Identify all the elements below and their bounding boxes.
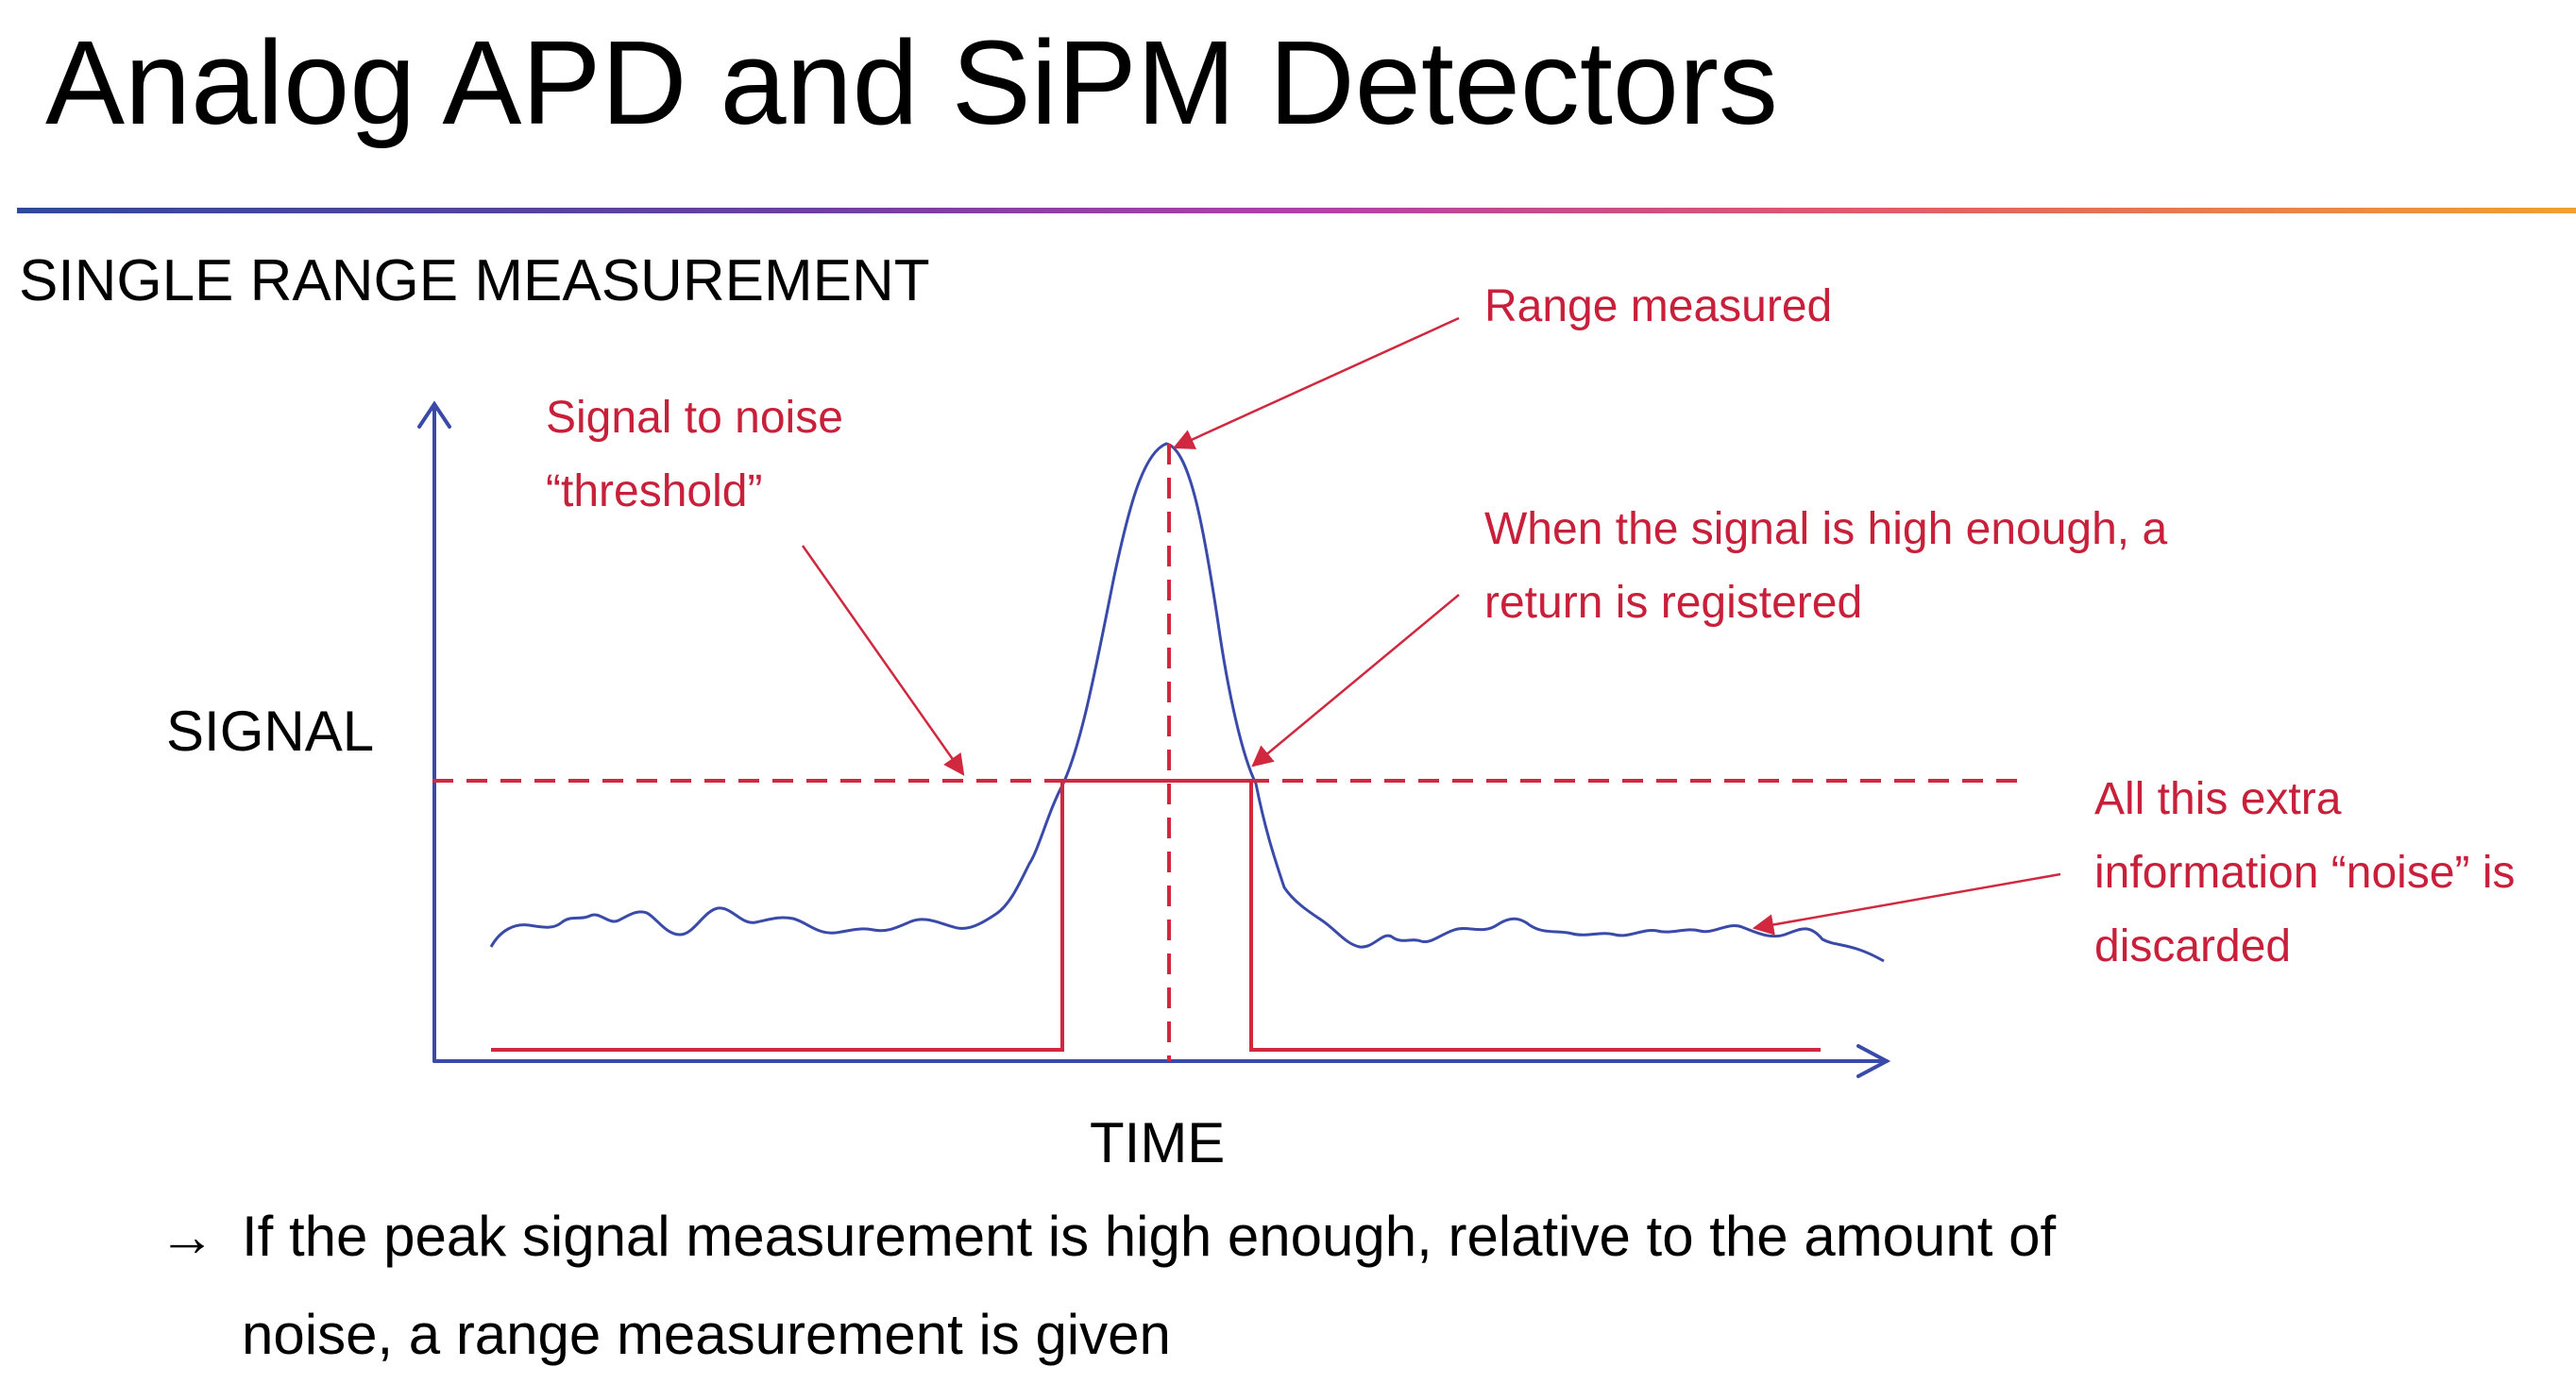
y-axis-label: SIGNAL [166,700,375,763]
range-leader-arrow [1172,316,1460,449]
conclusion-line1: If the peak signal measurement is high e… [242,1205,2057,1268]
threshold-annotation-line2: “threshold” [546,466,763,516]
threshold-annotation-line1: Signal to noise [546,393,843,443]
annotation-arrows [801,316,2061,936]
return-leader-arrow [1251,594,1460,768]
threshold-leader-arrow [801,545,965,776]
conclusion-text: If the peak signal measurement is high e… [242,1188,2056,1384]
title-divider [17,208,2576,213]
threshold-annotation: Signal to noise “threshold” [546,381,843,529]
slide-title: Analog APD and SiPM Detectors [45,16,1778,149]
slide-subtitle: SINGLE RANGE MEASUREMENT [19,248,930,313]
range-annotation: Range measured [1484,281,1833,331]
axes [417,400,1891,1078]
x-axis-arrowhead [1856,1044,1891,1078]
signal-curve [489,442,1885,963]
noise-leader-arrow [1752,872,2061,936]
noise-annotation-line2: information “noise” is [2094,848,2516,898]
conclusion-line2: noise, a range measurement is given [242,1303,1171,1366]
return-annotation-line1: When the signal is high enough, a [1484,504,2168,554]
arrow-bullet-icon: → [159,1205,215,1268]
detection-gate [491,779,1821,1052]
return-annotation-line2: return is registered [1484,578,1863,628]
noise-annotation-line1: All this extra [2094,774,2342,824]
noise-annotation-line3: discarded [2094,921,2292,971]
return-annotation: When the signal is high enough, a return… [1484,493,2167,640]
noise-annotation: All this extra information “noise” is di… [2094,763,2516,984]
y-axis-arrowhead [417,400,451,429]
x-axis-label: TIME [1090,1111,1226,1174]
